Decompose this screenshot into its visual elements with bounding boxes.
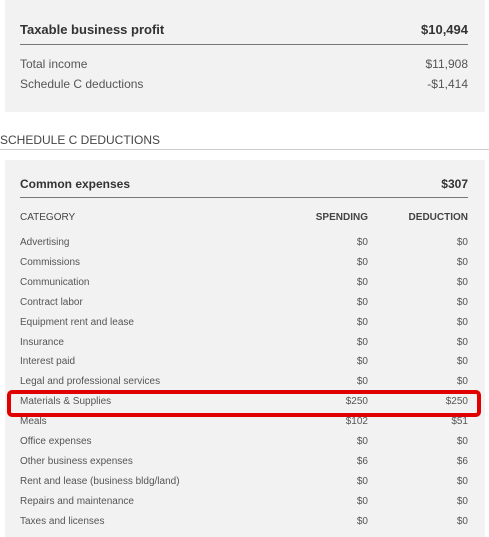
amount-cell: $0 — [456, 436, 468, 447]
amount-cell: $0 — [456, 276, 468, 288]
category-cell: Advertising — [20, 237, 70, 248]
amount-cell: $250 — [345, 396, 368, 408]
amount-cell: $0 — [356, 436, 368, 447]
category-cell: Materials & Supplies — [20, 396, 112, 408]
expenses-total: $307 — [441, 177, 468, 191]
amount-cell: $0 — [356, 515, 368, 527]
category-cell: Taxes and licenses — [20, 515, 105, 527]
category-cell: Insurance — [20, 336, 64, 348]
amount-cell: $0 — [456, 356, 468, 368]
amount-cell: $0 — [356, 296, 368, 308]
amount-cell: $0 — [456, 376, 468, 388]
amount-cell: $0 — [356, 316, 368, 328]
divider — [20, 197, 468, 198]
amount-cell: $0 — [456, 515, 468, 527]
category-cell: Interest paid — [20, 356, 76, 368]
amount-cell: $6 — [356, 455, 368, 467]
category-cell: Rent and lease (business bldg/land) — [20, 475, 180, 487]
divider — [0, 149, 489, 150]
category-cell: Repairs and maintenance — [20, 495, 134, 507]
summary-total: $10,494 — [421, 22, 468, 37]
section-title: SCHEDULE C DEDUCTIONS — [0, 133, 161, 147]
amount-cell: $0 — [456, 336, 468, 348]
category-cell: Contract labor — [20, 296, 83, 308]
expenses-title: Common expenses — [20, 177, 131, 191]
amount-cell: $0 — [456, 256, 468, 268]
column-header: CATEGORY — [20, 212, 76, 223]
summary-value: $11,908 — [425, 57, 469, 71]
expenses-panel — [5, 160, 485, 537]
amount-cell: $0 — [356, 495, 368, 507]
category-cell: Commissions — [20, 256, 81, 268]
column-header: SPENDING — [315, 212, 368, 223]
amount-cell: $6 — [456, 455, 468, 467]
amount-cell: $51 — [451, 416, 468, 428]
summary-label: Schedule C deductions — [20, 77, 144, 91]
category-cell: Equipment rent and lease — [20, 316, 134, 328]
category-cell: Office expenses — [20, 436, 92, 447]
amount-cell: $0 — [356, 376, 368, 388]
amount-cell: $0 — [356, 276, 368, 288]
amount-cell: $0 — [456, 296, 468, 308]
amount-cell: $0 — [356, 336, 368, 348]
highlight-box — [7, 390, 481, 417]
amount-cell: $0 — [456, 475, 468, 487]
summary-panel — [5, 0, 485, 112]
amount-cell: $0 — [456, 237, 468, 248]
category-cell: Other business expenses — [20, 455, 133, 467]
column-header: DEDUCTION — [408, 212, 468, 223]
amount-cell: $0 — [456, 495, 468, 507]
amount-cell: $0 — [356, 256, 368, 268]
amount-cell: $102 — [345, 416, 368, 428]
category-cell: Legal and professional services — [20, 376, 161, 388]
category-cell: Communication — [20, 276, 90, 288]
summary-value: -$1,414 — [427, 77, 468, 91]
amount-cell: $0 — [356, 237, 368, 248]
summary-label: Total income — [20, 57, 88, 71]
amount-cell: $0 — [356, 356, 368, 368]
amount-cell: $0 — [356, 475, 368, 487]
category-cell: Meals — [20, 416, 47, 428]
summary-title: Taxable business profit — [20, 22, 165, 37]
divider — [20, 44, 468, 45]
amount-cell: $250 — [445, 396, 468, 408]
amount-cell: $0 — [456, 316, 468, 328]
